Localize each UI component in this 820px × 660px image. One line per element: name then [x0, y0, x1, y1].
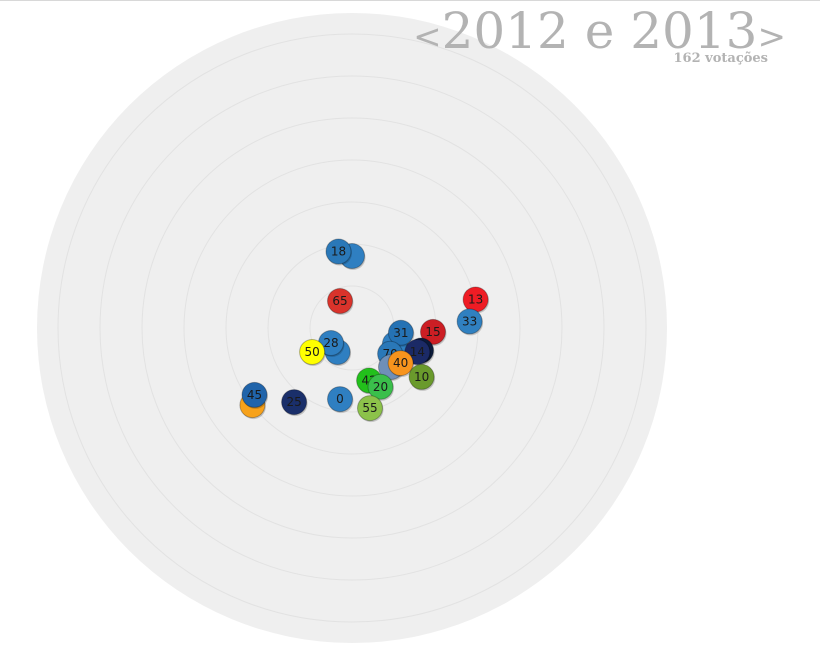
party-point[interactable]: 10: [408, 363, 436, 391]
point-circle[interactable]: [420, 318, 446, 345]
point-circle[interactable]: [327, 288, 353, 314]
grid-ring: [141, 117, 563, 539]
top-border: [0, 0, 820, 1]
point-circle[interactable]: [367, 373, 394, 400]
point-label: 33: [462, 314, 477, 328]
point-label: 40: [393, 356, 408, 370]
point-label: 31: [393, 326, 408, 340]
party-point[interactable]: 25: [281, 389, 308, 417]
party-point[interactable]: 33: [456, 308, 484, 336]
party-point[interactable]: 0: [327, 386, 354, 414]
party-point[interactable]: 65: [327, 288, 354, 316]
chart-background-disc: [37, 13, 667, 643]
grid-ring: [99, 75, 605, 581]
period-label: 2012 e 2013: [441, 2, 758, 60]
point-circle[interactable]: [357, 395, 383, 422]
point-label: 0: [336, 392, 344, 406]
point-circle[interactable]: [408, 363, 435, 390]
party-point[interactable]: 31: [387, 319, 415, 347]
point-label: 25: [286, 395, 301, 409]
party-point[interactable]: 45: [241, 381, 268, 409]
point-label: 28: [323, 336, 338, 350]
party-point[interactable]: 50: [299, 339, 326, 367]
point-label: 10: [414, 370, 429, 384]
grid-ring: [183, 159, 521, 497]
point-label: 50: [304, 345, 319, 359]
point-circle[interactable]: [299, 339, 326, 365]
party-point[interactable]: 28: [318, 330, 345, 358]
votes-count: 162 votações: [673, 51, 769, 66]
point-label: 65: [332, 294, 347, 308]
point-circle[interactable]: [387, 350, 414, 377]
point-circle[interactable]: [325, 238, 352, 265]
point-label: 55: [362, 401, 377, 415]
party-point[interactable]: 55: [357, 395, 384, 423]
grid-ring: [57, 33, 647, 623]
point-circle[interactable]: [281, 389, 308, 416]
party-point[interactable]: 15: [420, 318, 447, 346]
period-header: < 2012 e 2013 >: [413, 6, 786, 57]
point-label: 45: [247, 388, 262, 402]
party-point[interactable]: 40: [387, 350, 415, 378]
next-period-arrow-icon[interactable]: >: [757, 17, 787, 57]
point-circle[interactable]: [456, 308, 483, 335]
prev-period-arrow-icon[interactable]: <: [413, 17, 442, 57]
point-label: 15: [425, 325, 440, 339]
party-point[interactable]: 20: [367, 373, 394, 401]
party-point[interactable]: 18: [325, 238, 352, 266]
point-label: 13: [468, 293, 483, 307]
point-circle[interactable]: [327, 386, 353, 413]
point-label: 20: [373, 380, 388, 394]
party-point[interactable]: 13: [462, 286, 490, 314]
point-label: 18: [331, 245, 346, 259]
point-circle[interactable]: [387, 319, 414, 346]
point-circle[interactable]: [241, 381, 268, 408]
grid-rings: [37, 13, 667, 643]
point-label: 14: [410, 345, 425, 359]
